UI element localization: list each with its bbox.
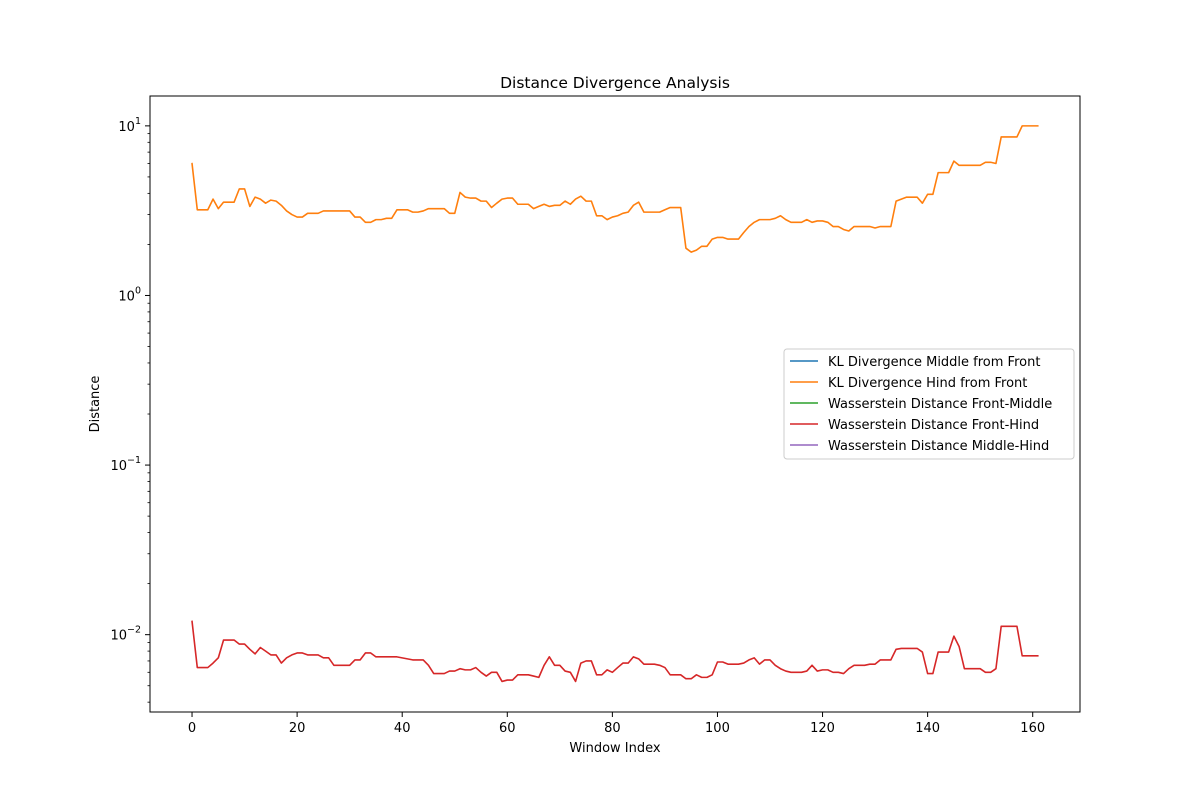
x-tick-label: 60 [499, 721, 516, 736]
axes-frame [149, 95, 1081, 713]
legend-box [783, 348, 1075, 460]
y-tick-label: 10−2 [110, 625, 141, 644]
legend-label: Wasserstein Distance Middle-Hind [828, 439, 1049, 454]
x-axis-label: Window Index [569, 741, 660, 756]
y-tick-label: 10−1 [110, 455, 141, 474]
plot-area [149, 95, 1081, 713]
chart-title: Distance Divergence Analysis [500, 74, 730, 92]
x-tick-label: 40 [394, 721, 411, 736]
series-line [191, 620, 1039, 683]
x-tick-label: 120 [810, 721, 835, 736]
x-axis: 0 20 40 60 80 100 120 140 160 [188, 712, 1045, 736]
legend-label: KL Divergence Middle from Front [828, 355, 1040, 370]
legend: KL Divergence Middle from Front KL Diverg… [783, 348, 1075, 460]
series-layer [191, 125, 1039, 683]
y-tick-label: 100 [118, 285, 141, 304]
x-tick-label: 160 [1020, 721, 1045, 736]
x-tick-label: 0 [188, 721, 196, 736]
legend-label: Wasserstein Distance Front-Hind [828, 418, 1039, 433]
y-tick-label: 101 [118, 116, 141, 135]
x-tick-label: 20 [289, 721, 306, 736]
x-tick-label: 140 [915, 721, 940, 736]
legend-label: KL Divergence Hind from Front [828, 376, 1027, 391]
x-tick-label: 100 [705, 721, 730, 736]
y-axis: 101 100 10−1 10−2 [110, 116, 150, 703]
legend-label: Wasserstein Distance Front-Middle [828, 397, 1052, 412]
y-axis-label: Distance [88, 376, 103, 433]
x-tick-label: 80 [604, 721, 621, 736]
series-line [191, 125, 1039, 253]
